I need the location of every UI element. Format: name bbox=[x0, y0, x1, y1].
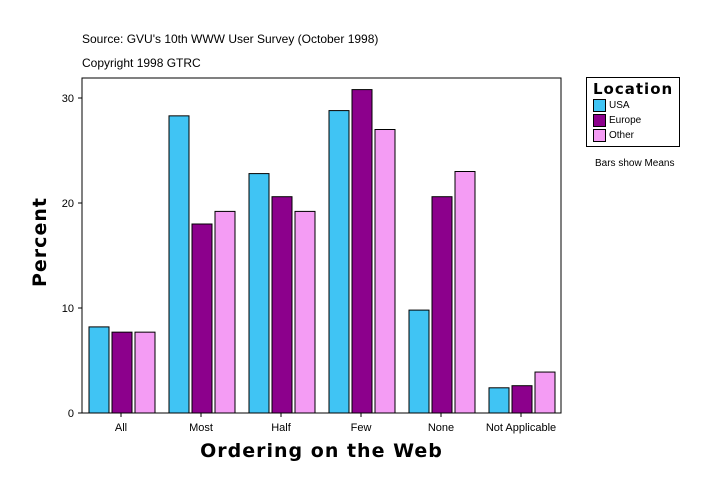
x-tick-label: Most bbox=[189, 422, 213, 434]
bar-europe bbox=[111, 331, 133, 414]
plot-area bbox=[81, 77, 562, 414]
y-tick-label: 30 bbox=[62, 93, 74, 105]
bar-europe bbox=[271, 196, 293, 414]
bar-other bbox=[134, 331, 156, 414]
bar-other bbox=[374, 129, 396, 414]
y-tick-label: 0 bbox=[68, 408, 74, 420]
legend-item: USA bbox=[593, 98, 679, 113]
legend-swatch bbox=[593, 129, 606, 142]
bar-usa bbox=[408, 309, 430, 414]
bar-europe bbox=[511, 385, 533, 414]
y-axis-label: Percent bbox=[29, 197, 51, 287]
legend-label: USA bbox=[609, 100, 630, 111]
bar-usa bbox=[248, 173, 270, 414]
legend-title: Location bbox=[593, 80, 674, 98]
legend-swatch bbox=[593, 114, 606, 127]
x-tick-label: Not Applicable bbox=[486, 422, 556, 434]
bar-europe bbox=[351, 89, 373, 414]
legend-item: Other bbox=[593, 128, 679, 143]
chart-subtitle: Copyright 1998 GTRC bbox=[82, 56, 201, 70]
y-tick-label: 10 bbox=[62, 303, 74, 315]
bar-other bbox=[534, 371, 556, 414]
bar-europe bbox=[431, 196, 453, 414]
legend-item: Europe bbox=[593, 113, 679, 128]
bar-usa bbox=[168, 115, 190, 414]
bar-usa bbox=[328, 110, 350, 414]
legend-label: Europe bbox=[609, 115, 642, 126]
legend-label: Other bbox=[609, 130, 635, 141]
bar-other bbox=[454, 171, 476, 414]
y-tick-label: 20 bbox=[62, 198, 74, 210]
chart-title: Source: GVU's 10th WWW User Survey (Octo… bbox=[82, 32, 379, 46]
legend: Location USA Europe Other bbox=[586, 77, 680, 147]
bar-usa bbox=[88, 326, 110, 414]
x-axis-label: Ordering on the Web bbox=[200, 440, 443, 462]
legend-swatch bbox=[593, 99, 606, 112]
x-tick-label: Few bbox=[351, 422, 372, 434]
x-tick-label: Half bbox=[271, 422, 292, 434]
x-tick-label: All bbox=[115, 422, 127, 434]
bar-europe bbox=[191, 223, 213, 414]
bar-other bbox=[214, 210, 236, 414]
x-tick-label: None bbox=[428, 422, 454, 434]
note: Bars show Means bbox=[595, 158, 675, 169]
bar-other bbox=[294, 210, 316, 414]
bar-usa bbox=[488, 387, 510, 414]
